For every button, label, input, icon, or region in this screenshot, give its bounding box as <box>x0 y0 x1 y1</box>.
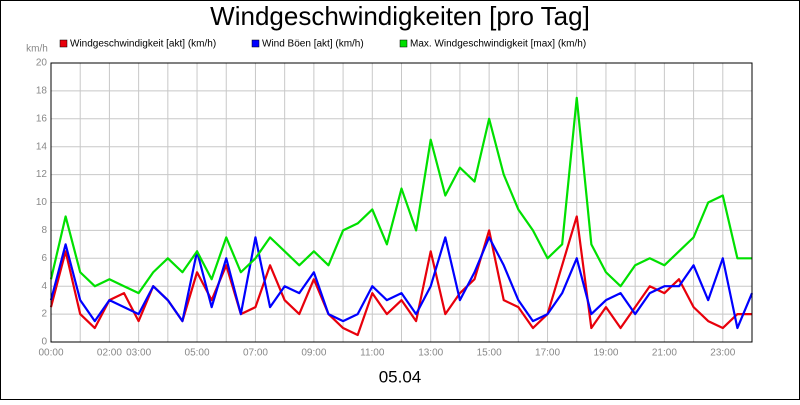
y-tick-label: 20 <box>36 58 48 69</box>
x-tick-label: 03:00 <box>126 348 151 359</box>
y-axis-label: km/h <box>26 44 48 55</box>
legend-label: Max. Windgeschwindigkeit [max] (km/h) <box>410 39 586 50</box>
x-tick-label: 19:00 <box>593 348 618 359</box>
series-line <box>49 96 752 295</box>
y-tick-label: 12 <box>36 169 48 180</box>
y-tick-label: 18 <box>36 86 48 97</box>
x-tick-label: 00:00 <box>38 348 63 359</box>
x-tick-label: 11:00 <box>360 348 385 359</box>
legend-swatch <box>399 39 408 48</box>
plot-border <box>50 62 753 343</box>
y-tick-label: 6 <box>41 253 47 264</box>
y-tick-label: 8 <box>41 225 47 236</box>
x-tick-label: 15:00 <box>477 348 502 359</box>
y-tick-label: 10 <box>36 197 48 208</box>
x-tick-label: 02:00 <box>97 348 122 359</box>
lines <box>49 96 754 337</box>
x-tick-label: 17:00 <box>535 348 560 359</box>
x-tick-label: 05:00 <box>185 348 210 359</box>
legend-swatch <box>59 39 68 48</box>
x-tick-label: 13:00 <box>418 348 443 359</box>
x-tick-label: 07:00 <box>243 348 268 359</box>
x-tick-label: 09:00 <box>301 348 326 359</box>
x-axis-label: 05.04 <box>379 367 422 386</box>
x-tick-label: 23:00 <box>710 348 735 359</box>
legend-label: Wind Böen [akt] (km/h) <box>262 39 364 50</box>
y-tick-label: 16 <box>36 113 48 124</box>
legend: Windgeschwindigkeit [akt] (km/h) Wind Böe… <box>59 39 586 50</box>
legend-swatch <box>251 39 260 48</box>
y-tick-label: 14 <box>36 141 48 152</box>
x-tick-label: 21:00 <box>652 348 677 359</box>
series-line <box>49 236 754 330</box>
y-tick-label: 0 <box>41 337 47 348</box>
y-tick-label: 2 <box>41 309 47 320</box>
chart-title: Windgeschwindigkeiten [pro Tag] <box>210 1 590 31</box>
y-tick-label: 4 <box>41 281 47 292</box>
legend-label: Windgeschwindigkeit [akt] (km/h) <box>70 39 216 50</box>
